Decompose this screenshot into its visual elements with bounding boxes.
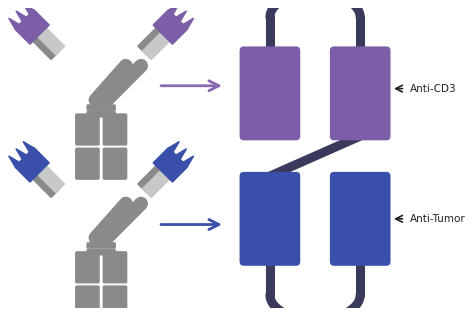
FancyBboxPatch shape bbox=[330, 46, 391, 140]
Text: Anti-Tumor: Anti-Tumor bbox=[410, 214, 466, 224]
FancyBboxPatch shape bbox=[75, 285, 100, 316]
Polygon shape bbox=[9, 18, 19, 29]
Text: Anti-CD3: Anti-CD3 bbox=[410, 84, 457, 94]
Polygon shape bbox=[138, 161, 170, 193]
FancyBboxPatch shape bbox=[86, 111, 116, 118]
Polygon shape bbox=[169, 142, 179, 152]
Polygon shape bbox=[374, 243, 385, 262]
Polygon shape bbox=[245, 243, 256, 262]
FancyBboxPatch shape bbox=[75, 113, 100, 146]
Polygon shape bbox=[183, 156, 194, 167]
FancyBboxPatch shape bbox=[239, 46, 300, 140]
Polygon shape bbox=[335, 51, 346, 70]
Polygon shape bbox=[23, 4, 34, 14]
Polygon shape bbox=[245, 51, 256, 70]
Polygon shape bbox=[9, 156, 19, 167]
FancyBboxPatch shape bbox=[86, 104, 116, 111]
Polygon shape bbox=[16, 11, 27, 21]
Polygon shape bbox=[176, 11, 186, 21]
Polygon shape bbox=[153, 148, 188, 182]
Polygon shape bbox=[284, 51, 295, 70]
FancyBboxPatch shape bbox=[75, 148, 100, 180]
Polygon shape bbox=[153, 10, 188, 44]
FancyBboxPatch shape bbox=[86, 242, 116, 249]
Polygon shape bbox=[27, 165, 60, 198]
Polygon shape bbox=[15, 148, 49, 182]
Polygon shape bbox=[169, 4, 179, 14]
Polygon shape bbox=[264, 243, 276, 262]
Polygon shape bbox=[374, 51, 385, 70]
Polygon shape bbox=[143, 27, 175, 60]
Polygon shape bbox=[335, 243, 346, 262]
Polygon shape bbox=[16, 149, 27, 159]
Polygon shape bbox=[15, 10, 49, 44]
Polygon shape bbox=[23, 142, 34, 152]
FancyBboxPatch shape bbox=[102, 113, 128, 146]
FancyBboxPatch shape bbox=[102, 148, 128, 180]
FancyBboxPatch shape bbox=[239, 172, 300, 266]
Polygon shape bbox=[27, 27, 60, 60]
Polygon shape bbox=[284, 243, 295, 262]
Polygon shape bbox=[176, 149, 186, 159]
Polygon shape bbox=[143, 165, 175, 198]
FancyBboxPatch shape bbox=[75, 251, 100, 283]
Polygon shape bbox=[183, 18, 194, 29]
FancyBboxPatch shape bbox=[86, 249, 116, 255]
Polygon shape bbox=[32, 161, 64, 193]
Polygon shape bbox=[138, 23, 170, 55]
FancyBboxPatch shape bbox=[330, 172, 391, 266]
Polygon shape bbox=[355, 51, 366, 70]
FancyBboxPatch shape bbox=[102, 251, 128, 283]
Polygon shape bbox=[355, 243, 366, 262]
Polygon shape bbox=[32, 23, 64, 55]
FancyBboxPatch shape bbox=[102, 285, 128, 316]
Polygon shape bbox=[264, 51, 276, 70]
